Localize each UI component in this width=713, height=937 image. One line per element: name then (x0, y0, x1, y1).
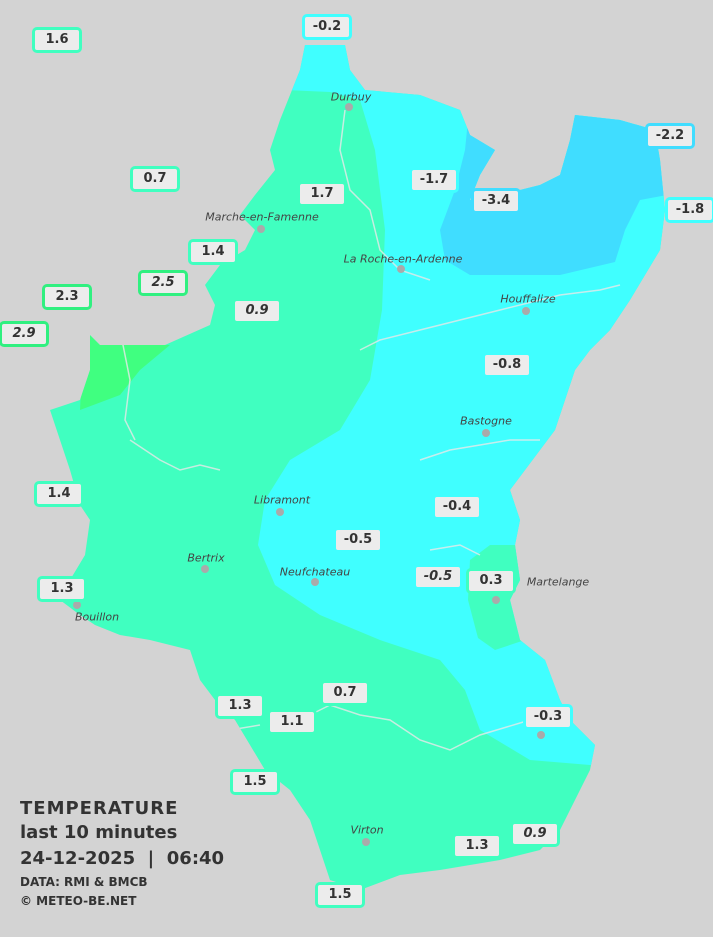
legend-datetime: 24-12-2025 | 06:40 (20, 848, 225, 869)
city-dot (362, 838, 370, 846)
legend-title: TEMPERATURE (20, 798, 179, 819)
legend-copyright: © METEO-BE.NET (20, 894, 137, 908)
zone-above-2 (80, 330, 170, 410)
station-badge: 1.3 (452, 833, 502, 859)
station-badge: 1.1 (267, 709, 317, 735)
legend-period: last 10 minutes (20, 822, 178, 843)
city-dot (311, 578, 319, 586)
station-badge: -1.8 (665, 197, 713, 223)
city-dot (257, 225, 265, 233)
city-label: Bastogne (460, 414, 512, 428)
station-badge: 0.7 (320, 680, 370, 706)
city-dot (73, 601, 81, 609)
station-badge: -3.4 (471, 188, 521, 214)
station-badge: -0.4 (432, 494, 482, 520)
station-badge: 1.3 (215, 693, 265, 719)
city-dot (345, 103, 353, 111)
station-badge: 0.9 (510, 821, 560, 847)
station-badge: 2.9 (0, 321, 49, 347)
station-badge: 1.5 (230, 769, 280, 795)
city-dot (201, 565, 209, 573)
station-badge: -0.3 (523, 704, 573, 730)
city-dot (397, 265, 405, 273)
station-badge: 1.4 (34, 481, 84, 507)
station-badge: 1.7 (297, 181, 347, 207)
city-dot (537, 731, 545, 739)
city-dot (482, 429, 490, 437)
station-badge: 2.3 (42, 284, 92, 310)
city-dot (492, 596, 500, 604)
city-label: Libramont (253, 493, 311, 507)
city-label: Neufchateau (279, 565, 351, 579)
city-label: Durbuy (330, 90, 372, 104)
station-badge: -0.8 (482, 352, 532, 378)
station-badge: 0.3 (466, 568, 516, 594)
city-label: La Roche-en-Ardenne (343, 252, 463, 266)
city-label: Bertrix (187, 551, 225, 565)
station-badge: -2.2 (645, 123, 695, 149)
city-label: Marche-en-Famenne (205, 210, 319, 224)
city-label: Houffalize (500, 292, 556, 306)
city-dot (276, 508, 284, 516)
city-label: Martelange (526, 575, 590, 589)
city-label: Virton (350, 823, 384, 837)
station-badge: 0.9 (232, 298, 282, 324)
station-badge: 2.5 (138, 270, 188, 296)
city-dot (522, 307, 530, 315)
city-label: Bouillon (74, 610, 120, 624)
station-badge: -1.7 (409, 167, 459, 193)
map-legend: TEMPERATURE last 10 minutes 24-12-2025 |… (20, 797, 224, 911)
station-badge: 1.3 (37, 576, 87, 602)
station-badge: 1.5 (315, 882, 365, 908)
legend-source: DATA: RMI & BMCB (20, 875, 148, 889)
station-badge: -0.5 (333, 527, 383, 553)
station-badge: 1.6 (32, 27, 82, 53)
station-badge: 1.4 (188, 239, 238, 265)
station-badge: 0.7 (130, 166, 180, 192)
station-badge: -0.5 (413, 564, 463, 590)
station-badge: -0.2 (302, 14, 352, 40)
